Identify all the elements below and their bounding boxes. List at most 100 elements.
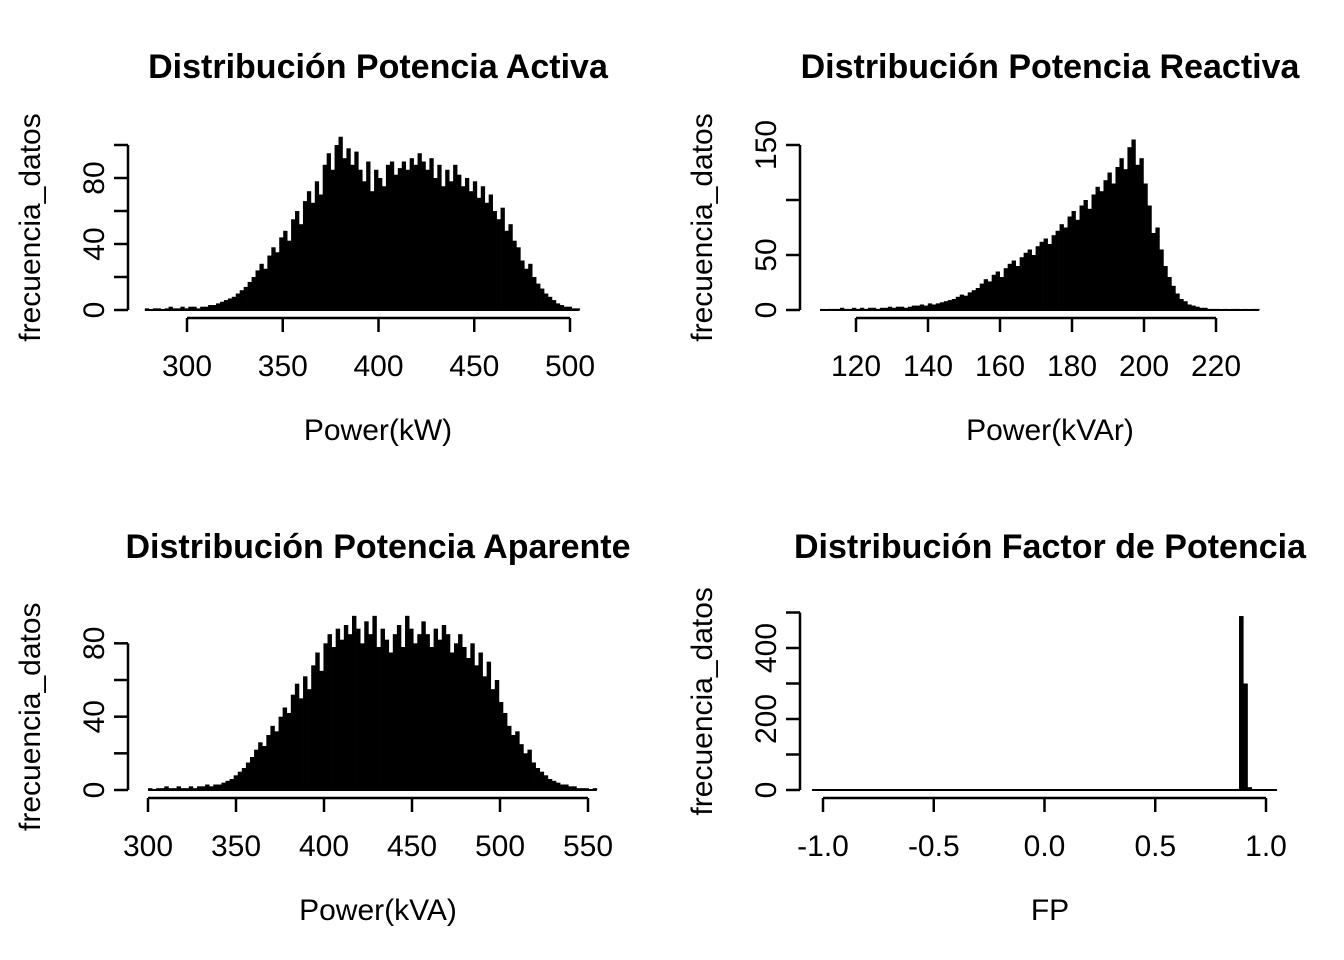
histogram-bar	[887, 306, 893, 310]
histogram-bar	[400, 647, 406, 790]
histogram-bar	[188, 306, 193, 310]
histogram-bar	[339, 639, 345, 790]
chart-title: Distribución Potencia Aparente	[125, 528, 630, 566]
histogram-bar	[490, 689, 496, 790]
histogram-bar	[338, 136, 343, 310]
histogram-bar	[381, 186, 387, 310]
histogram-bar	[462, 647, 467, 790]
histogram-bar	[271, 247, 276, 310]
histogram-bar	[1031, 255, 1036, 310]
histogram-bar	[919, 304, 925, 310]
histogram-bar	[343, 625, 349, 790]
histogram-bar	[314, 181, 320, 310]
histogram-bar	[482, 676, 487, 790]
histogram-bars	[1234, 616, 1253, 790]
histogram-bar	[201, 786, 206, 790]
y-tick-label: 80	[78, 161, 111, 194]
histogram-bar	[235, 293, 241, 310]
histogram-bar	[532, 277, 537, 310]
histogram-bar	[200, 306, 205, 310]
histogram-bar	[494, 680, 500, 790]
histogram-bar	[1139, 158, 1144, 310]
histogram-bar	[223, 300, 229, 310]
histogram-bar	[327, 634, 332, 790]
histogram-bar	[164, 786, 169, 790]
histogram-bar	[370, 191, 375, 310]
y-axis-label: frecuencia_datos	[14, 602, 47, 831]
histogram-bar	[188, 786, 194, 790]
histogram-bar	[502, 713, 508, 790]
histogram-bar	[437, 639, 443, 790]
x-tick-label: 1.0	[1245, 830, 1287, 863]
histogram-bar	[486, 661, 492, 790]
histogram-bar	[524, 268, 529, 310]
histogram-bar	[1071, 211, 1076, 310]
histogram-bar	[967, 292, 973, 310]
histogram-bar	[1199, 307, 1204, 310]
x-tick-label: 450	[387, 830, 437, 863]
histogram-bar	[564, 784, 569, 790]
panel-potencia-reactiva: 0 50 150 120 140 160 180 200 220 Distribución Pot…	[672, 0, 1344, 480]
histogram-bar	[449, 652, 455, 790]
histogram-bar	[474, 665, 479, 790]
histogram-bar	[405, 169, 410, 310]
histogram-bar	[352, 615, 357, 790]
histogram-bar	[241, 768, 247, 790]
histogram-bar	[1047, 244, 1052, 310]
histogram-bar	[298, 224, 304, 310]
histogram-bar	[319, 670, 324, 790]
histogram-bar	[417, 634, 422, 790]
histogram-bar	[217, 784, 222, 790]
histogram-bar	[839, 307, 845, 310]
histogram-bar	[323, 643, 328, 790]
y-tick-label: 400	[750, 623, 783, 673]
histogram-bar	[362, 181, 367, 310]
histogram-bar	[254, 749, 259, 790]
histogram-bar	[931, 304, 937, 310]
histogram-bar	[556, 782, 561, 790]
histogram-bar	[330, 169, 335, 310]
histogram-bar	[1175, 293, 1180, 310]
histogram-bar	[559, 305, 565, 310]
histogram-bar	[278, 716, 283, 790]
histogram-bar	[433, 178, 438, 310]
histogram-bar	[871, 307, 877, 310]
histogram-bar	[1191, 305, 1196, 310]
histogram-bar	[380, 628, 385, 790]
histogram-bar	[512, 240, 517, 310]
histogram-bar	[895, 306, 901, 310]
histogram-potencia-aparente: 0 40 80 300 350 400 450 500 550 Distribución Pote…	[14, 528, 631, 927]
histogram-bar	[947, 300, 953, 310]
panel-factor-de-potencia: 0 200 400 -1.0 -0.5 0.0 0.5 1.0 Distribución Fac…	[672, 480, 1344, 960]
histogram-bar	[1055, 230, 1060, 310]
histogram-bar	[445, 634, 451, 790]
histogram-bar	[971, 290, 977, 310]
histogram-bar	[213, 784, 218, 790]
histogram-bar	[983, 279, 989, 310]
histogram-bar	[1023, 252, 1028, 310]
histogram-bar	[433, 628, 439, 790]
histogram-bar	[1103, 180, 1108, 310]
histogram-bar	[196, 786, 202, 790]
histogram-bar	[350, 164, 355, 310]
histogram-bar	[388, 652, 394, 790]
histogram-bar	[907, 306, 913, 310]
histogram-bar	[401, 161, 407, 310]
histogram-bar	[551, 300, 557, 310]
histogram-bar	[464, 178, 470, 310]
histogram-bar	[1159, 249, 1164, 310]
histogram-bar	[237, 771, 243, 790]
histogram-bar	[955, 296, 961, 310]
histogram-bar	[204, 306, 209, 310]
histogram-bar	[540, 288, 545, 310]
histogram-bar	[520, 260, 525, 310]
histogram-bar	[298, 698, 304, 790]
histogram-factor-de-potencia: 0 200 400 -1.0 -0.5 0.0 0.5 1.0 Distribución Fac…	[686, 528, 1307, 927]
x-tick-label: 400	[353, 350, 403, 383]
histogram-bar	[991, 274, 997, 310]
x-tick-label: -1.0	[797, 830, 849, 863]
histogram-bar	[360, 643, 365, 790]
y-axis-label: frecuencia_datos	[686, 113, 719, 342]
histogram-bar	[212, 305, 217, 310]
